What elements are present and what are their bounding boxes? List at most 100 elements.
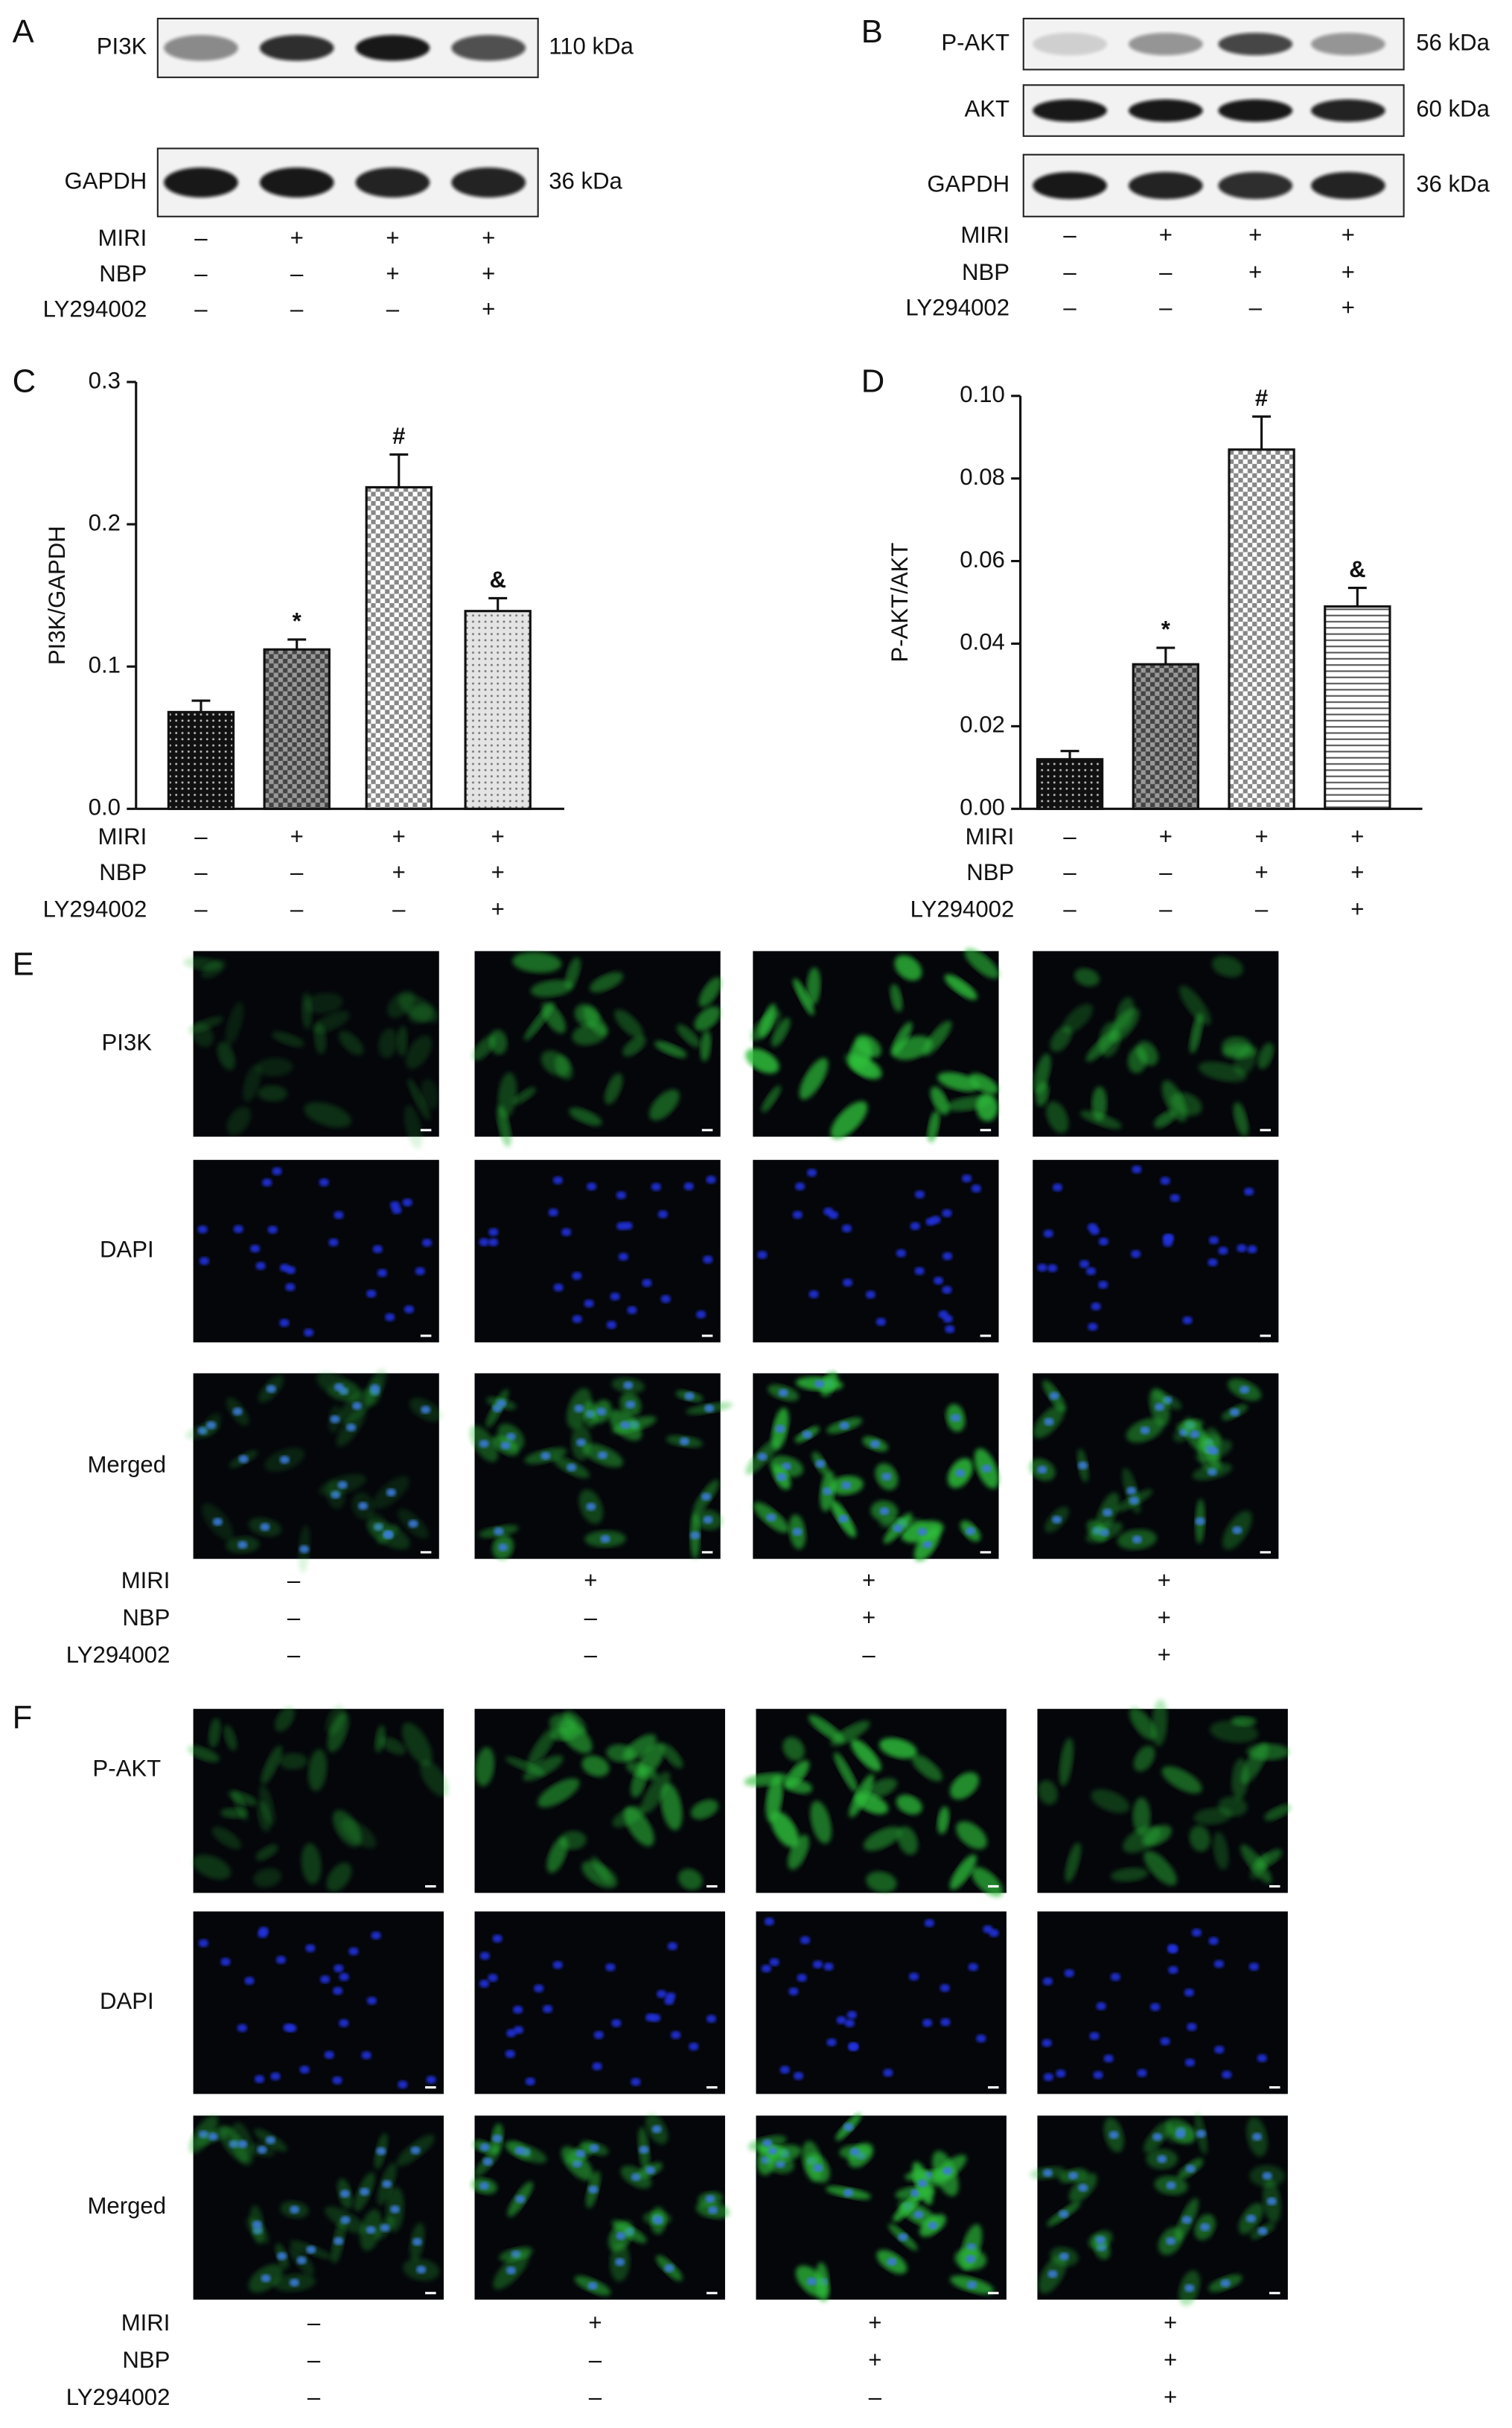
nucleus bbox=[572, 1272, 582, 1280]
nucleus bbox=[357, 1502, 369, 1510]
nucleus bbox=[703, 1255, 713, 1264]
cell-body bbox=[187, 1745, 220, 1762]
significance-mark: * bbox=[293, 608, 302, 634]
cell-body bbox=[275, 1707, 295, 1732]
nucleus bbox=[1262, 2172, 1272, 2180]
scale-bar bbox=[988, 2086, 999, 2089]
nucleus bbox=[505, 2266, 517, 2275]
nucleus bbox=[575, 1438, 587, 1447]
condition-sign: + bbox=[1164, 2347, 1177, 2373]
nucleus bbox=[1140, 1426, 1150, 1435]
nucleus bbox=[1042, 2039, 1052, 2048]
cell-body bbox=[1240, 1742, 1269, 1784]
micrograph bbox=[1029, 1373, 1279, 1559]
cell-body bbox=[208, 1718, 221, 1748]
nucleus bbox=[351, 1401, 363, 1410]
cell-body bbox=[866, 1871, 897, 1893]
nucleus bbox=[588, 2185, 599, 2194]
condition-label: LY294002 bbox=[66, 1642, 170, 1668]
nucleus bbox=[262, 1178, 272, 1187]
cell-body bbox=[565, 957, 581, 990]
nucleus bbox=[279, 1456, 290, 1464]
nucleus bbox=[212, 1517, 223, 1526]
nucleus bbox=[372, 1245, 383, 1254]
row-label: DAPI bbox=[100, 1988, 154, 2014]
panel-letter: C bbox=[13, 364, 36, 400]
bar bbox=[1228, 448, 1295, 810]
y-tick-label: 0.00 bbox=[960, 794, 1005, 821]
cell-body bbox=[327, 1712, 349, 1753]
significance-mark: # bbox=[1255, 385, 1268, 411]
nucleus bbox=[642, 1278, 652, 1287]
blot-band bbox=[355, 167, 430, 198]
micrograph bbox=[188, 2115, 444, 2300]
blot-name: GAPDH bbox=[65, 168, 147, 194]
bar bbox=[1036, 758, 1104, 810]
condition-sign: + bbox=[868, 2347, 881, 2373]
panel-letter: E bbox=[13, 947, 34, 983]
cell-body bbox=[546, 1837, 568, 1873]
cell-body bbox=[387, 990, 415, 1018]
nucleus bbox=[806, 1168, 817, 1177]
cell-body bbox=[403, 1105, 423, 1150]
condition-sign: + bbox=[1342, 259, 1355, 285]
condition-sign: – bbox=[862, 1642, 875, 1668]
cell-body bbox=[307, 1749, 328, 1791]
nucleus bbox=[976, 2034, 986, 2043]
nucleus bbox=[1059, 2252, 1070, 2261]
nucleus bbox=[277, 2252, 287, 2260]
cell-body bbox=[864, 1826, 902, 1851]
nucleus bbox=[488, 1228, 499, 1237]
nucleus bbox=[849, 2147, 860, 2156]
nucleus bbox=[572, 1315, 582, 1323]
cell-body bbox=[540, 1050, 570, 1077]
cell-body bbox=[911, 1754, 942, 1782]
nucleus bbox=[232, 1407, 243, 1416]
nucleus bbox=[788, 1987, 799, 1996]
condition-sign: + bbox=[392, 859, 406, 885]
cell-body bbox=[660, 1782, 683, 1831]
condition-label: NBP bbox=[966, 859, 1014, 885]
condition-sign: + bbox=[290, 823, 304, 850]
cell-body bbox=[1190, 1013, 1203, 1054]
cell-body bbox=[806, 967, 821, 1006]
cell-body bbox=[622, 1036, 646, 1057]
nucleus bbox=[928, 2221, 938, 2230]
nucleus bbox=[1037, 1465, 1047, 1474]
nucleus bbox=[917, 2179, 928, 2188]
condition-label: NBP bbox=[99, 261, 147, 287]
cell-body bbox=[1170, 1092, 1202, 1116]
nucleus bbox=[237, 2140, 248, 2149]
cell-body bbox=[497, 1072, 517, 1118]
condition-sign: + bbox=[392, 823, 406, 850]
nucleus bbox=[942, 1252, 953, 1261]
nucleus bbox=[812, 1960, 823, 1969]
micrograph-bg bbox=[1037, 2115, 1288, 2300]
nucleus bbox=[1126, 1486, 1137, 1495]
cell-body bbox=[1065, 1842, 1082, 1883]
nucleus bbox=[1043, 2073, 1054, 2082]
condition-label: LY294002 bbox=[910, 896, 1015, 923]
scale-bar bbox=[1260, 1551, 1272, 1554]
nucleus bbox=[631, 2077, 641, 2086]
nucleus bbox=[618, 1252, 628, 1261]
cell-body bbox=[581, 1755, 610, 1777]
condition-label: MIRI bbox=[98, 225, 147, 251]
nucleus bbox=[955, 1469, 966, 1477]
nucleus bbox=[257, 2145, 267, 2154]
cell-body bbox=[782, 1736, 805, 1761]
nucleus bbox=[275, 1955, 287, 1964]
nucleus bbox=[340, 2216, 351, 2225]
cell-body bbox=[326, 1862, 352, 1892]
nucleus bbox=[403, 1305, 415, 1313]
nucleus bbox=[800, 1936, 811, 1945]
nucleus bbox=[1214, 2045, 1225, 2054]
nucleus bbox=[252, 2220, 262, 2229]
cell-body bbox=[538, 1778, 580, 1808]
condition-sign: + bbox=[1158, 1567, 1171, 1593]
nucleus bbox=[566, 1463, 577, 1472]
cell-body bbox=[894, 955, 922, 981]
nucleus bbox=[500, 1441, 511, 1450]
nucleus bbox=[1185, 2164, 1196, 2173]
cell-body bbox=[808, 1715, 844, 1743]
